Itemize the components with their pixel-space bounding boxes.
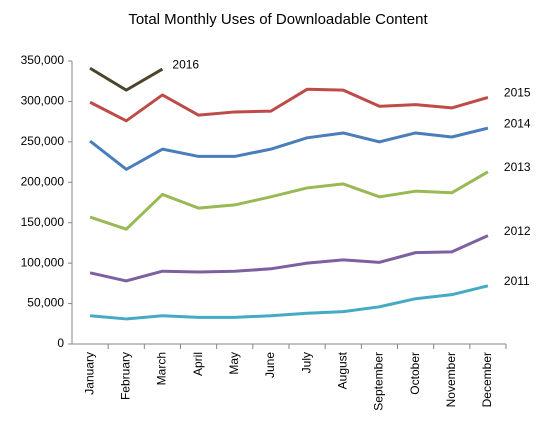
x-tick-label: January — [82, 352, 96, 395]
series-label: 2013 — [504, 160, 531, 174]
y-tick-label: 100,000 — [21, 255, 65, 269]
series-line — [89, 234, 489, 283]
y-tick-label: 350,000 — [21, 53, 65, 67]
y-tick-label: 150,000 — [21, 215, 65, 229]
series-label: 2012 — [504, 224, 531, 238]
y-tick-label: 300,000 — [21, 94, 65, 108]
x-tick-label: April — [191, 352, 205, 376]
y-tick-label: 200,000 — [21, 174, 65, 188]
x-tick-label: May — [227, 352, 241, 375]
y-tick-label: 0 — [57, 336, 64, 350]
x-tick-label: February — [118, 352, 132, 400]
series-line — [89, 170, 489, 231]
series-label: 2016 — [172, 57, 199, 71]
y-tick-label: 50,000 — [27, 296, 64, 310]
chart-title: Total Monthly Uses of Downloadable Conte… — [128, 11, 428, 28]
x-tick-label: September — [372, 352, 386, 411]
x-tick-label: December — [480, 352, 494, 407]
y-tick-label: 250,000 — [21, 134, 65, 148]
series-line — [89, 66, 164, 92]
x-tick-label: July — [299, 352, 313, 373]
x-tick-label: March — [155, 352, 169, 385]
series-line — [89, 126, 489, 171]
x-tick-label: November — [444, 352, 458, 407]
series-label: 2014 — [504, 116, 531, 130]
x-tick-label: October — [408, 352, 422, 395]
series-line — [89, 284, 489, 321]
series-line — [89, 87, 489, 123]
x-tick-label: August — [335, 351, 349, 389]
series-label: 2015 — [504, 86, 531, 100]
x-tick-label: June — [263, 352, 277, 378]
series-label: 2011 — [504, 274, 530, 288]
